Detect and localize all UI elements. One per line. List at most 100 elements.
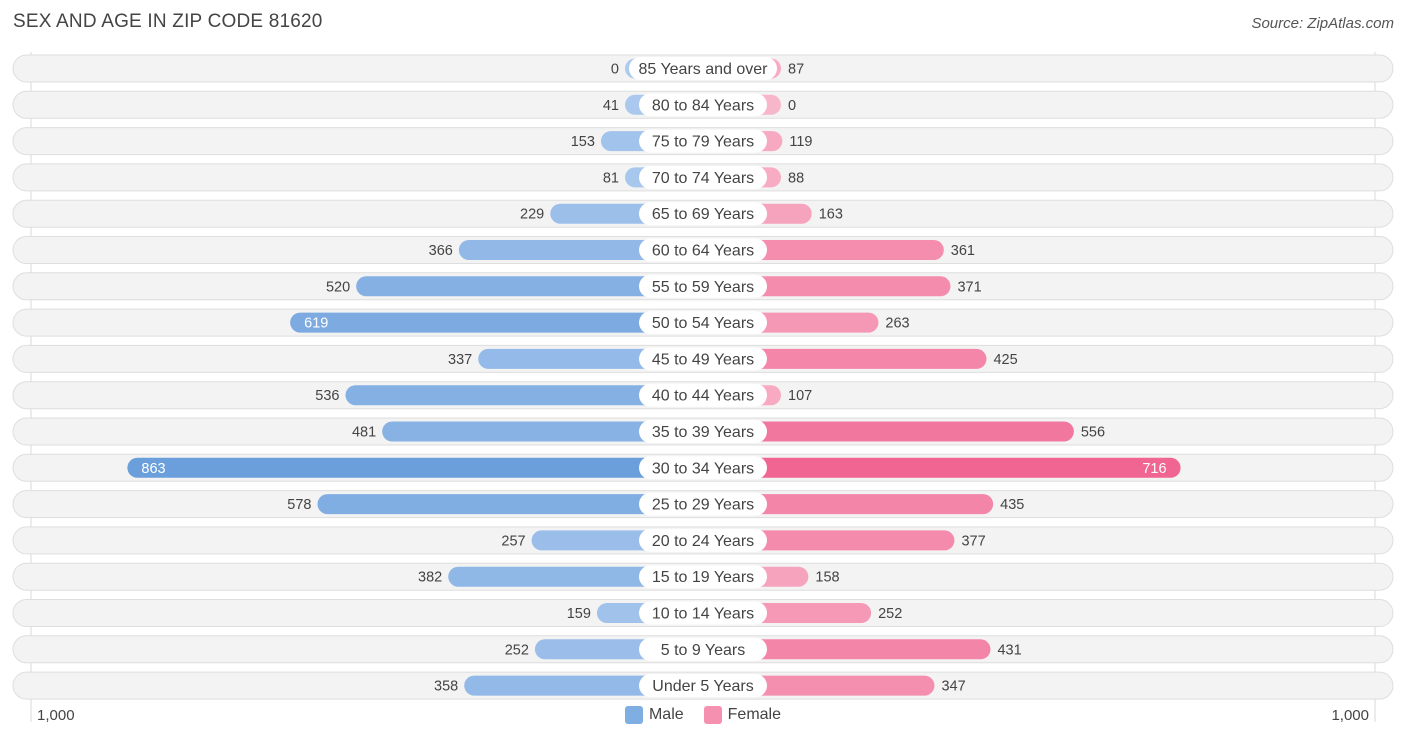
- value-label-male: 358: [434, 679, 458, 695]
- category-label-bg: [639, 528, 767, 552]
- category-label: 55 to 59 Years: [652, 279, 754, 296]
- category-label: 15 to 19 Years: [652, 569, 754, 586]
- chart-row: 35 to 39 Years 481 556: [12, 417, 1394, 446]
- value-label-female: 377: [961, 533, 985, 549]
- category-label-bg: [629, 57, 777, 80]
- category-label-bg: [639, 456, 767, 480]
- value-label-female: 158: [815, 570, 839, 586]
- chart-row: 45 to 49 Years 337 425: [12, 344, 1394, 373]
- source-credit: Source: ZipAtlas.com: [1251, 15, 1394, 32]
- category-label: 25 to 29 Years: [652, 497, 754, 514]
- chart-legend: Male Female: [0, 706, 1406, 724]
- axis-label-left: 1,000: [37, 707, 75, 724]
- category-label: Under 5 Years: [652, 678, 753, 695]
- value-label-male: 578: [287, 497, 311, 513]
- bar-female[interactable]: [703, 494, 994, 515]
- chart-row: 50 to 54 Years 619 263: [12, 308, 1394, 337]
- bar-male[interactable]: [356, 276, 703, 297]
- value-label-male: 619: [304, 316, 328, 332]
- chart-row: 85 Years and over 0 87: [12, 54, 1394, 83]
- category-label: 40 to 44 Years: [652, 388, 754, 405]
- bar-male[interactable]: [127, 457, 703, 478]
- category-label: 45 to 49 Years: [652, 351, 754, 368]
- bar-female[interactable]: [703, 639, 991, 660]
- value-label-male: 366: [429, 243, 453, 259]
- bar-male[interactable]: [382, 421, 703, 442]
- chart-row: 5 to 9 Years 252 431: [12, 635, 1394, 664]
- value-label-female: 263: [885, 316, 909, 332]
- value-label-female: 87: [788, 62, 804, 78]
- chart-title: SEX AND AGE IN ZIP CODE 81620: [13, 11, 323, 32]
- category-label-bg: [639, 565, 767, 589]
- value-label-female: 361: [951, 243, 975, 259]
- chart-row: 10 to 14 Years 159 252: [12, 599, 1394, 627]
- chart-row: Under 5 Years 358 347: [12, 671, 1394, 700]
- category-label-bg: [639, 492, 767, 516]
- legend-swatch-male: [624, 706, 643, 724]
- value-label-female: 88: [788, 170, 804, 186]
- chart-row: 70 to 74 Years 81 88: [12, 163, 1394, 192]
- chart-row: 30 to 34 Years 863 716: [12, 453, 1394, 482]
- value-label-female: 119: [789, 134, 812, 150]
- category-label-bg: [639, 420, 767, 443]
- category-label: 65 to 69 Years: [652, 206, 754, 223]
- legend-item-male[interactable]: Male: [624, 706, 684, 724]
- value-label-male: 153: [571, 134, 595, 150]
- bar-male[interactable]: [290, 312, 703, 333]
- category-label-bg: [639, 311, 767, 335]
- bar-female[interactable]: [703, 421, 1074, 442]
- value-label-female: 425: [993, 352, 1017, 368]
- category-label-bg: [639, 347, 767, 371]
- bar-female[interactable]: [703, 457, 1181, 478]
- value-label-female: 716: [1142, 461, 1166, 477]
- chart-row: 60 to 64 Years 366 361: [12, 236, 1394, 264]
- category-label: 50 to 54 Years: [652, 315, 754, 332]
- chart-row: 40 to 44 Years 536 107: [12, 381, 1394, 410]
- axis-label-right: 1,000: [1331, 707, 1369, 724]
- value-label-male: 0: [611, 62, 619, 78]
- chart-row: 55 to 59 Years 520 371: [12, 272, 1394, 301]
- value-label-female: 107: [788, 388, 812, 404]
- category-label-bg: [639, 129, 767, 153]
- legend-label-male: Male: [648, 706, 684, 723]
- category-label: 85 Years and over: [639, 61, 769, 78]
- category-label-bg: [639, 202, 767, 226]
- legend-label-female: Female: [727, 706, 782, 723]
- value-label-male: 863: [141, 461, 165, 477]
- bar-female[interactable]: [703, 530, 955, 551]
- bar-male[interactable]: [345, 385, 703, 406]
- value-label-male: 252: [505, 642, 529, 658]
- value-label-male: 337: [448, 352, 472, 368]
- category-label-bg: [639, 601, 767, 625]
- value-label-male: 257: [501, 533, 525, 549]
- chart-row: 65 to 69 Years 229 163: [12, 199, 1394, 228]
- category-label: 80 to 84 Years: [652, 97, 754, 114]
- bar-male[interactable]: [317, 494, 703, 515]
- value-label-male: 229: [520, 207, 544, 223]
- value-label-male: 481: [352, 425, 376, 441]
- category-label: 70 to 74 Years: [652, 170, 754, 187]
- chart-row: 80 to 84 Years 41 0: [12, 90, 1394, 119]
- value-label-male: 159: [567, 606, 591, 622]
- value-label-female: 556: [1081, 425, 1105, 441]
- category-label-bg: [639, 238, 767, 262]
- category-label: 60 to 64 Years: [652, 243, 754, 260]
- chart-row: 20 to 24 Years 257 377: [12, 526, 1394, 555]
- value-label-female: 435: [1000, 497, 1024, 513]
- value-label-female: 252: [878, 606, 902, 622]
- legend-item-female[interactable]: Female: [703, 706, 782, 724]
- value-label-male: 41: [603, 98, 619, 114]
- bar-female[interactable]: [703, 348, 987, 369]
- chart-row: 75 to 79 Years 153 119: [12, 127, 1394, 156]
- bar-male[interactable]: [448, 566, 703, 587]
- category-label-bg: [639, 165, 767, 189]
- value-label-male: 81: [603, 170, 619, 186]
- value-label-female: 163: [819, 207, 843, 223]
- chart-row: 15 to 19 Years 382 158: [12, 562, 1394, 591]
- category-label-bg: [639, 383, 767, 407]
- chart-row: 25 to 29 Years 578 435: [12, 490, 1394, 519]
- category-label: 20 to 24 Years: [652, 533, 754, 550]
- category-label: 35 to 39 Years: [652, 424, 754, 441]
- category-label-bg: [639, 93, 767, 117]
